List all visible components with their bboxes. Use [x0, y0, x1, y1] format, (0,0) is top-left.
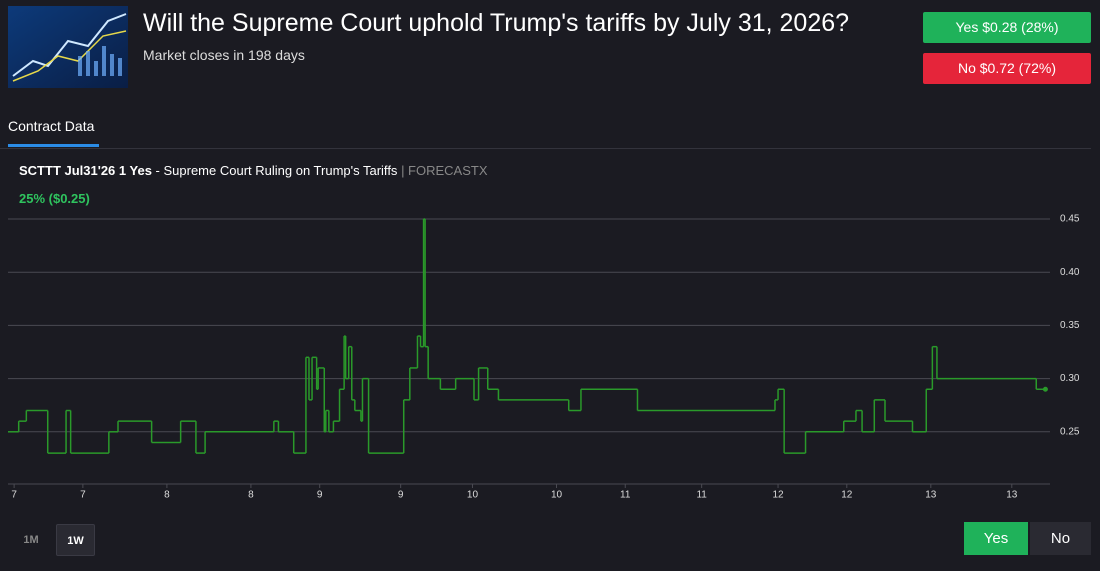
buy-yes-button[interactable]: Yes $0.28 (28%) [923, 12, 1091, 43]
y-tick-label: 0.40 [1060, 267, 1080, 278]
last-point [1042, 386, 1048, 392]
x-tick-label: 10 [467, 490, 479, 501]
x-tick-label: 12 [772, 490, 784, 501]
chart-subtitle: - Supreme Court Ruling on Trump's Tariff… [155, 163, 398, 178]
current-price: 25% ($0.25) [19, 191, 90, 206]
x-tick-label: 7 [80, 490, 86, 501]
x-tick-label: 13 [1006, 490, 1018, 501]
x-tick-label: 8 [248, 490, 254, 501]
divider [0, 148, 1091, 149]
chart-source: | FORECASTX [401, 163, 488, 178]
x-tick-label: 11 [696, 490, 707, 501]
x-tick-label: 10 [551, 490, 563, 501]
x-tick-label: 12 [841, 490, 853, 501]
chart-title: SCTTT Jul31'26 1 Yes [19, 163, 152, 178]
y-tick-label: 0.30 [1060, 373, 1080, 384]
range-button[interactable]: 1W [56, 524, 95, 556]
chart-header: SCTTT Jul31'26 1 Yes - Supreme Court Rul… [19, 163, 488, 178]
x-tick-label: 8 [164, 490, 170, 501]
outcome-no[interactable]: No [1030, 522, 1091, 555]
y-tick-label: 0.25 [1060, 426, 1080, 437]
market-title: Will the Supreme Court uphold Trump's ta… [143, 9, 850, 37]
market-subtitle: Market closes in 198 days [143, 47, 305, 63]
market-thumbnail [8, 6, 128, 88]
range-button[interactable]: 1M [23, 534, 39, 546]
chart: 0.25 0.30 0.35 0.40 0.45 7 7 8 8 9 9 10 10 11 11 12 12 13… [8, 214, 1080, 501]
x-tick-label: 11 [620, 490, 631, 501]
x-tick-label: 9 [398, 490, 404, 501]
tab[interactable]: Contract Data [8, 118, 95, 134]
y-tick-label: 0.35 [1060, 320, 1080, 331]
x-tick-label: 9 [317, 490, 323, 501]
outcome-yes[interactable]: Yes [964, 522, 1028, 555]
tab-indicator [8, 144, 99, 147]
buy-no-button[interactable]: No $0.72 (72%) [923, 53, 1091, 84]
x-tick-label: 13 [925, 490, 937, 501]
x-tick-label: 7 [11, 490, 17, 501]
y-tick-label: 0.45 [1060, 214, 1080, 225]
